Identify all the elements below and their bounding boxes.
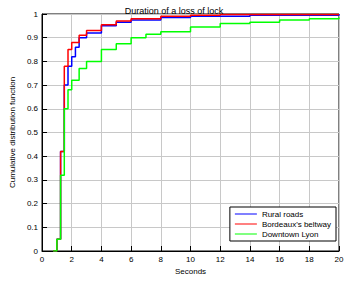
svg-text:0: 0 (40, 255, 45, 264)
svg-text:Bordeaux's beltway: Bordeaux's beltway (262, 220, 331, 229)
svg-text:1: 1 (34, 10, 39, 19)
svg-text:0.7: 0.7 (27, 81, 39, 90)
svg-text:0.3: 0.3 (27, 175, 39, 184)
svg-text:0.6: 0.6 (27, 104, 39, 113)
svg-text:8: 8 (159, 255, 164, 264)
svg-text:18: 18 (305, 255, 314, 264)
svg-text:0.4: 0.4 (27, 152, 39, 161)
svg-text:0: 0 (34, 247, 39, 256)
svg-text:12: 12 (216, 255, 225, 264)
svg-text:Duration of a loss of lock: Duration of a loss of lock (125, 6, 224, 16)
svg-text:10: 10 (186, 255, 195, 264)
svg-text:16: 16 (275, 255, 284, 264)
svg-text:Downtown Lyon: Downtown Lyon (262, 230, 319, 239)
svg-text:0.8: 0.8 (27, 57, 39, 66)
svg-text:0.1: 0.1 (27, 223, 39, 232)
svg-text:Seconds: Seconds (175, 267, 206, 276)
svg-text:Rural roads: Rural roads (262, 210, 303, 219)
svg-text:0.2: 0.2 (27, 199, 39, 208)
svg-text:0.5: 0.5 (27, 128, 39, 137)
svg-text:6: 6 (129, 255, 134, 264)
svg-text:2: 2 (69, 255, 74, 264)
svg-text:14: 14 (245, 255, 254, 264)
svg-text:20: 20 (335, 255, 344, 264)
svg-text:Cumulative distribution functi: Cumulative distribution function (8, 77, 17, 188)
svg-text:0.9: 0.9 (27, 33, 39, 42)
svg-text:4: 4 (99, 255, 104, 264)
